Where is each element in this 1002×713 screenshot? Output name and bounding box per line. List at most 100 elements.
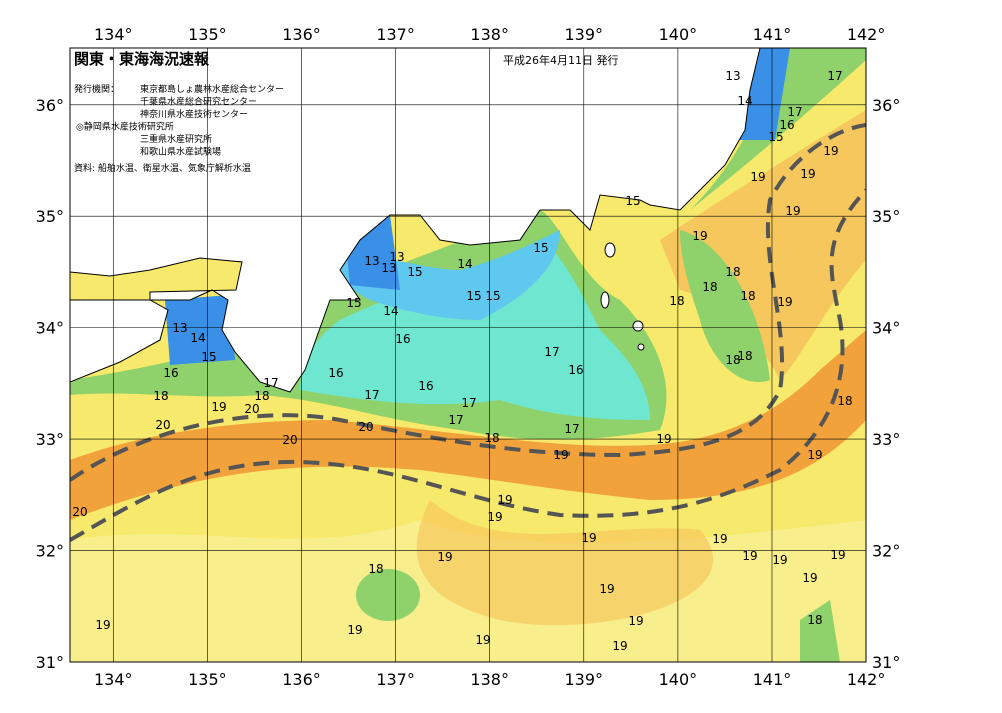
lat-label-right: 34° xyxy=(872,319,900,338)
contour-label: 18 xyxy=(740,289,755,303)
contour-label: 17 xyxy=(461,396,476,410)
warm-zone xyxy=(416,500,714,626)
contour-label: 20 xyxy=(282,433,297,447)
contour-label: 15 xyxy=(346,296,361,310)
contour-label: 13 xyxy=(389,250,404,264)
island xyxy=(632,320,644,332)
map-area xyxy=(70,48,866,662)
land xyxy=(70,299,169,383)
lat-label-left: 34° xyxy=(36,319,64,338)
contour-label: 18 xyxy=(368,562,383,576)
lon-label-bottom: 141° xyxy=(753,670,792,689)
lat-label-left: 33° xyxy=(36,430,64,449)
lon-label-top: 137° xyxy=(376,25,415,44)
cool-zone xyxy=(800,600,840,662)
cold-zone xyxy=(340,230,560,320)
contour-label: 19 xyxy=(553,448,568,462)
contour-label: 16 xyxy=(328,366,343,380)
contour-label: 19 xyxy=(628,614,643,628)
contour-label: 20 xyxy=(244,402,259,416)
contour-label: 16 xyxy=(395,332,410,346)
contour-label: 19 xyxy=(497,493,512,507)
lat-label-right: 31° xyxy=(872,653,900,672)
kuroshio-axis xyxy=(70,123,866,482)
contour-label: 19 xyxy=(772,553,787,567)
contour-label: 19 xyxy=(211,400,226,414)
contour-label: 18 xyxy=(254,389,269,403)
contour-label: 19 xyxy=(692,229,707,243)
lon-label-bottom: 134° xyxy=(94,670,133,689)
cool-zone xyxy=(356,569,420,621)
contour-label: 15 xyxy=(407,265,422,279)
cool-zone xyxy=(690,48,866,210)
lon-label-bottom: 139° xyxy=(565,670,604,689)
contour-label: 19 xyxy=(742,549,757,563)
contour-label: 14 xyxy=(383,304,398,318)
cold-zone xyxy=(165,295,235,365)
contour-label: 18 xyxy=(725,265,740,279)
contour-label: 17 xyxy=(827,69,842,83)
lon-label-top: 142° xyxy=(847,25,886,44)
contour-label: 17 xyxy=(364,388,379,402)
contour-label: 15 xyxy=(533,241,548,255)
contour-label: 18 xyxy=(153,389,168,403)
lat-label-left: 32° xyxy=(36,541,64,560)
contour-label: 17 xyxy=(263,376,278,390)
contour-label: 18 xyxy=(702,280,717,294)
issuer: 神奈川県水産技術センター xyxy=(140,108,248,120)
contour-label: 19 xyxy=(475,633,490,647)
contour-label: 19 xyxy=(656,432,671,446)
contour-label: 19 xyxy=(802,571,817,585)
contour-label: 16 xyxy=(568,363,583,377)
contour-label: 19 xyxy=(581,531,596,545)
contour-label: 19 xyxy=(95,618,110,632)
contour-label: 19 xyxy=(712,532,727,546)
contour-label: 15 xyxy=(201,350,216,364)
contour-label: 19 xyxy=(800,167,815,181)
lon-label-bottom: 138° xyxy=(470,670,509,689)
contour-label: 19 xyxy=(750,170,765,184)
title: 関東・東海海況速報 xyxy=(74,50,210,68)
data-source: 資料: 船舶水温、衛星水温、気象庁解析水温 xyxy=(74,162,251,174)
contour-label: 15 xyxy=(768,130,783,144)
contour-label: 13 xyxy=(381,261,396,275)
contour-label: 16 xyxy=(418,379,433,393)
contour-label: 14 xyxy=(190,331,205,345)
issuer-label: 発行機関： xyxy=(74,83,119,95)
issue-date: 平成26年4月11日 発行 xyxy=(503,53,619,67)
island xyxy=(600,291,610,309)
contour-label: 16 xyxy=(163,366,178,380)
lon-label-top: 138° xyxy=(470,25,509,44)
contour-label: 18 xyxy=(837,394,852,408)
contour-label: 20 xyxy=(72,505,87,519)
contour-label: 15 xyxy=(625,194,640,208)
contour-label: 18 xyxy=(725,353,740,367)
lon-label-top: 135° xyxy=(188,25,227,44)
lat-label-left: 31° xyxy=(36,653,64,672)
contour-label: 18 xyxy=(737,349,752,363)
contour-label: 18 xyxy=(669,294,684,308)
contour-label: 13 xyxy=(172,321,187,335)
issuer: 千葉県水産総合研究センター xyxy=(140,96,257,108)
lon-label-top: 141° xyxy=(753,25,792,44)
contour-label: 19 xyxy=(830,548,845,562)
lon-label-top: 136° xyxy=(282,25,321,44)
cool-zone xyxy=(680,230,770,382)
contour-label: 19 xyxy=(807,448,822,462)
warm-zone xyxy=(660,110,866,380)
contour-label: 19 xyxy=(777,295,792,309)
contour-label: 19 xyxy=(347,623,362,637)
cool-zone xyxy=(300,240,650,420)
contour-label: 18 xyxy=(484,431,499,445)
contour-label: 18 xyxy=(807,613,822,627)
warm-zone xyxy=(70,330,866,520)
lat-label-left: 36° xyxy=(36,96,64,115)
contour-label: 19 xyxy=(612,639,627,653)
island xyxy=(604,242,616,258)
contour-label: 17 xyxy=(448,413,463,427)
map-frame xyxy=(69,47,867,663)
contour-label: 13 xyxy=(364,254,379,268)
lon-label-top: 139° xyxy=(565,25,604,44)
contour-label: 15 xyxy=(466,289,481,303)
